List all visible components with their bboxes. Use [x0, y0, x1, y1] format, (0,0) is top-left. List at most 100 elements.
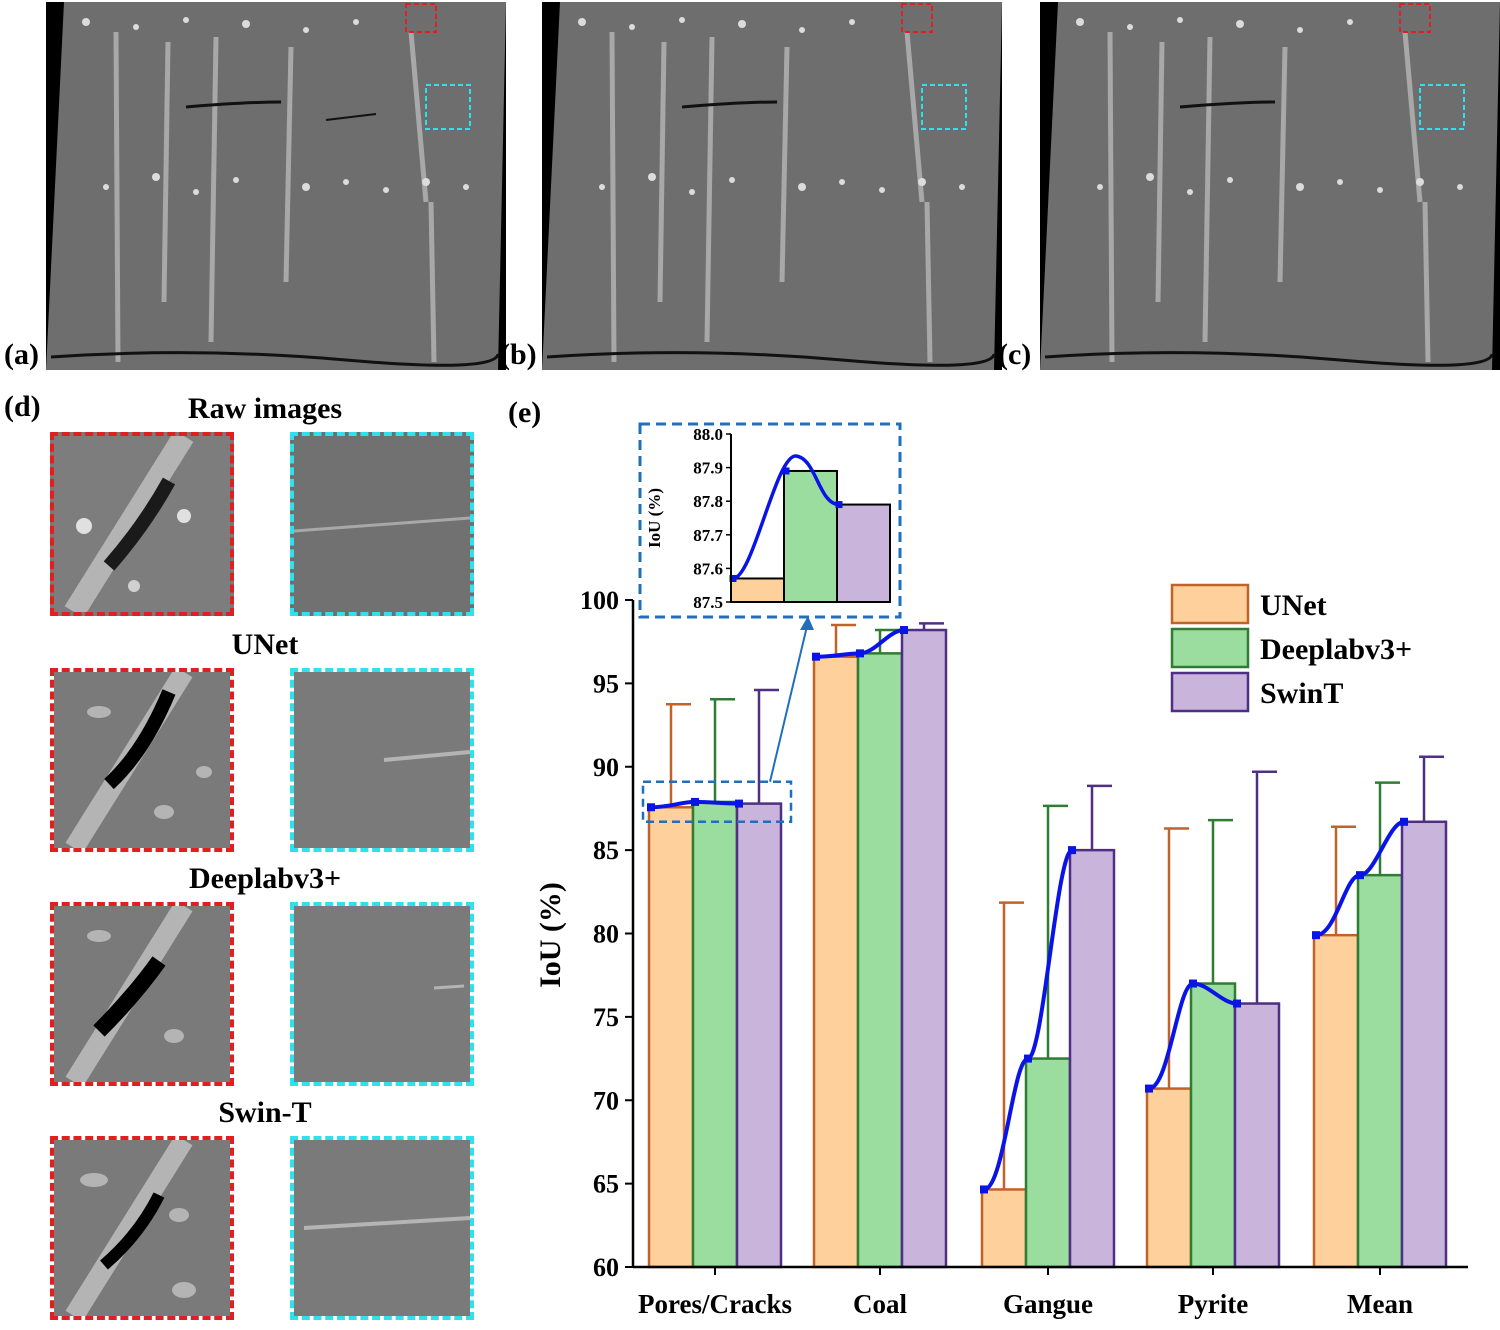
inset-y-tick-label-1: 87.6: [693, 559, 723, 578]
title-unet: UNet: [231, 628, 299, 661]
trend-point-1-2: [900, 626, 908, 635]
ct-slice-c-image: [1040, 2, 1500, 370]
ct-slice-c: [1040, 2, 1500, 370]
crop-unet-red: [50, 668, 234, 852]
trend-point-0-2: [735, 799, 743, 808]
panel-label-d: (d): [4, 390, 41, 423]
inset-y-axis-label: IoU (%): [645, 488, 664, 548]
title-raw-images: Raw images: [187, 392, 343, 425]
trend-point-3-1: [1189, 979, 1197, 988]
x-tick-label-2: Gangue: [1003, 1289, 1093, 1319]
y-tick-label-6: 90: [593, 753, 619, 782]
bar-unet-0: [647, 806, 695, 1269]
ct-slice-a: [46, 2, 506, 370]
crop-unet-red-image: [54, 672, 230, 848]
bar-deeplabv3-4: [1356, 873, 1404, 1269]
bar-swint-3: [1233, 1002, 1281, 1269]
trend-point-4-2: [1400, 817, 1408, 826]
trend-point-2-2: [1068, 846, 1076, 855]
bar-deeplabv3-0: [691, 800, 739, 1269]
zoom-arrow: [769, 621, 809, 782]
zoom-arrow-head: [800, 616, 814, 630]
legend-label-0: UNet: [1260, 589, 1327, 622]
bar-deeplabv3-2: [1024, 1057, 1072, 1269]
crop-raw-red-image: [54, 436, 230, 612]
inset-y-tick-label-3: 87.8: [693, 492, 723, 511]
y-tick-label-8: 100: [580, 586, 619, 615]
crop-deeplab-cyan: [290, 902, 474, 1086]
title-deeplab: Deeplabv3+: [188, 862, 342, 895]
bar-deeplabv3-3: [1189, 982, 1237, 1269]
ct-slice-b: [542, 2, 1002, 370]
crop-swint-cyan-image: [294, 1140, 470, 1316]
x-tick-label-4: Mean: [1347, 1289, 1413, 1319]
legend-swatch-2: [1170, 671, 1250, 713]
crop-unet-cyan-image: [294, 672, 470, 848]
y-tick-label-2: 70: [593, 1086, 619, 1115]
trend-point-0-1: [691, 797, 699, 806]
trend-point-3-0: [1145, 1084, 1153, 1093]
inset-y-tick-label-5: 88.0: [693, 425, 723, 444]
y-tick-label-5: 85: [593, 836, 619, 865]
crop-unet-cyan: [290, 668, 474, 852]
y-tick-label-0: 60: [593, 1253, 619, 1282]
y-axis-label: IoU (%): [534, 882, 567, 988]
x-tick-label-3: Pyrite: [1178, 1289, 1248, 1319]
inset-bar-1: [783, 469, 838, 603]
panel-label-e: (e): [508, 396, 542, 429]
legend-swatch-1: [1170, 627, 1250, 669]
inset-bar-2: [836, 503, 891, 603]
legend-swatch-0: [1170, 583, 1250, 625]
crop-raw-red: [50, 432, 234, 616]
trend-point-4-0: [1312, 931, 1320, 940]
x-tick-label-1: Coal: [853, 1289, 907, 1319]
legend-label-1: Deeplabv3+: [1260, 633, 1412, 666]
bar-unet-4: [1312, 933, 1360, 1269]
x-tick-label-0: Pores/Cracks: [638, 1289, 792, 1319]
bar-deeplabv3-1: [856, 652, 904, 1269]
inset-point-2: [835, 501, 843, 509]
inset-y-tick-label-0: 87.5: [693, 593, 723, 612]
title-swint: Swin-T: [218, 1096, 312, 1129]
bar-swint-0: [735, 802, 783, 1269]
ct-slice-b-image: [542, 2, 1002, 370]
trend-point-0-0: [647, 803, 655, 812]
iou-bar-chart: 60 65 70 75 80 85 90 95 100 Pores/Cracks Coal Gangu…: [534, 422, 1468, 1319]
trend-point-2-0: [980, 1185, 988, 1194]
crop-swint-red: [50, 1136, 234, 1320]
y-tick-label-7: 95: [593, 669, 619, 698]
y-tick-label-1: 65: [593, 1170, 619, 1199]
trend-point-4-1: [1356, 871, 1364, 880]
trend-point-2-1: [1024, 1054, 1032, 1063]
bar-swint-1: [900, 628, 948, 1269]
ct-slice-a-image: [46, 2, 506, 370]
crop-raw-cyan-image: [294, 436, 470, 612]
y-tick-label-4: 80: [593, 920, 619, 949]
legend-label-2: SwinT: [1260, 677, 1343, 710]
panel-label-c: (c): [998, 338, 1032, 371]
panel-label-b: (b): [500, 338, 537, 371]
bar-unet-3: [1145, 1087, 1193, 1269]
crop-deeplab-red: [50, 902, 234, 1086]
crop-swint-cyan: [290, 1136, 474, 1320]
bar-unet-2: [980, 1188, 1028, 1269]
panel-label-a: (a): [4, 338, 39, 371]
inset-trend-line: [732, 454, 840, 581]
inset-bar-0: [730, 577, 785, 603]
bar-swint-4: [1400, 820, 1448, 1269]
crop-swint-red-image: [54, 1140, 230, 1316]
y-tick-label-3: 75: [593, 1003, 619, 1032]
inset-point-0: [729, 574, 737, 582]
inset-y-tick-label-2: 87.7: [693, 526, 723, 545]
inset-point-1: [782, 467, 790, 475]
trend-point-1-1: [856, 649, 864, 658]
crop-deeplab-cyan-image: [294, 906, 470, 1082]
trend-point-1-0: [812, 652, 820, 661]
crop-deeplab-red-image: [54, 906, 230, 1082]
zoom-region-box: [641, 780, 793, 824]
crop-raw-cyan: [290, 432, 474, 616]
trend-point-3-2: [1233, 999, 1241, 1008]
bar-unet-1: [812, 655, 860, 1269]
inset-y-tick-label-4: 87.9: [693, 459, 723, 478]
bar-swint-2: [1068, 848, 1116, 1269]
